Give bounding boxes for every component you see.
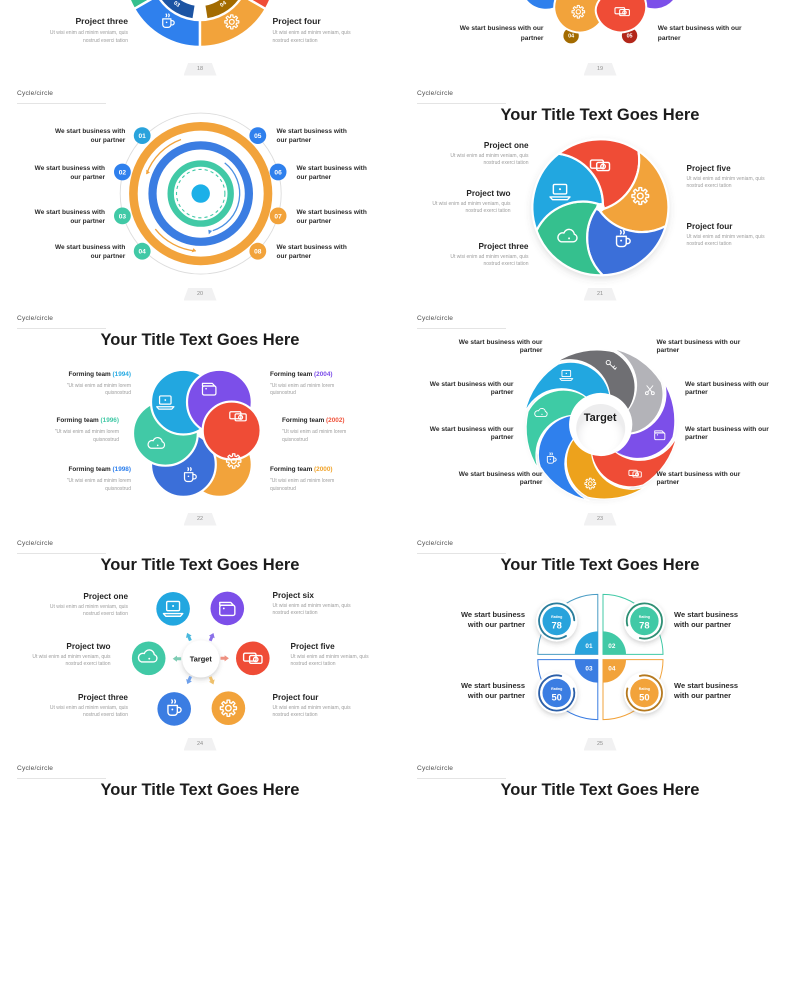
svg-text:01: 01: [139, 133, 147, 140]
svg-text:05: 05: [254, 133, 262, 140]
svg-text:Rating: Rating: [551, 615, 562, 619]
svg-text:04: 04: [219, 0, 228, 9]
svg-text:06: 06: [274, 169, 282, 176]
svg-text:78: 78: [639, 619, 649, 630]
svg-text:04: 04: [608, 666, 616, 673]
svg-text:02: 02: [608, 643, 616, 650]
svg-text:50: 50: [551, 691, 561, 702]
svg-text:50: 50: [639, 691, 649, 702]
svg-text:Rating: Rating: [551, 687, 562, 691]
svg-text:01: 01: [585, 643, 593, 650]
svg-text:Rating: Rating: [639, 615, 650, 619]
svg-text:03: 03: [172, 0, 181, 8]
svg-text:07: 07: [274, 213, 282, 220]
svg-text:08: 08: [254, 249, 262, 256]
svg-text:04: 04: [568, 34, 574, 40]
svg-text:Target: Target: [190, 655, 213, 664]
svg-text:02: 02: [119, 169, 127, 176]
svg-text:04: 04: [139, 249, 147, 256]
svg-text:78: 78: [551, 619, 561, 630]
svg-text:Target: Target: [584, 412, 617, 424]
svg-text:Rating: Rating: [639, 687, 650, 691]
svg-text:05: 05: [627, 34, 633, 40]
svg-text:03: 03: [585, 666, 593, 673]
svg-text:03: 03: [119, 213, 127, 220]
